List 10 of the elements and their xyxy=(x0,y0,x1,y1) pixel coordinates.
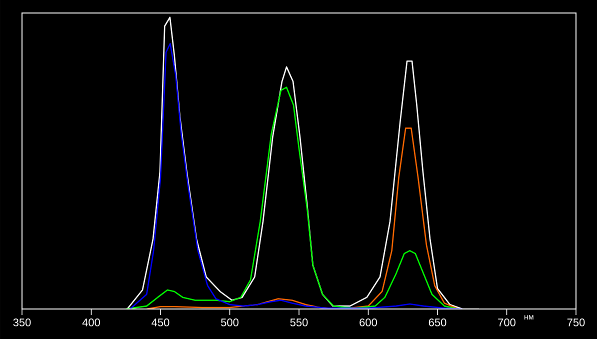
x-tick-label: 750 xyxy=(567,318,585,326)
x-axis-title: нм xyxy=(524,315,534,320)
x-tick-label: 600 xyxy=(360,318,377,326)
x-tick-label: 350 xyxy=(13,318,31,326)
x-tick-label: 550 xyxy=(290,318,308,326)
x-tick-label: 400 xyxy=(82,318,100,326)
x-tick-label: 650 xyxy=(428,318,446,326)
x-tick-label: 700 xyxy=(498,318,516,326)
x-tick-label: 500 xyxy=(221,318,238,326)
x-tick-label: 450 xyxy=(152,318,170,326)
